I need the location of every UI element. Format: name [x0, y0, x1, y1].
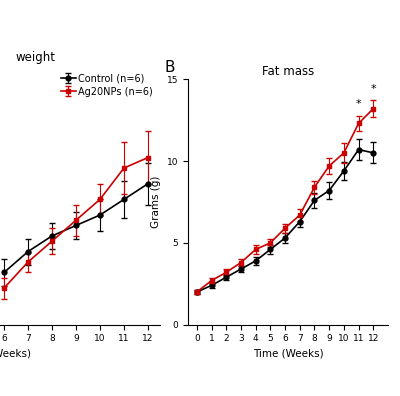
Y-axis label: Grams (g): Grams (g): [151, 176, 161, 228]
Text: *: *: [370, 84, 376, 94]
Text: B: B: [164, 59, 174, 74]
Legend: Control (n=6), Ag20NPs (n=6): Control (n=6), Ag20NPs (n=6): [59, 72, 155, 99]
Text: weight: weight: [16, 51, 56, 65]
X-axis label: Time (Weeks): Time (Weeks): [253, 349, 323, 359]
X-axis label: (Weeks): (Weeks): [0, 349, 31, 359]
Title: Fat mass: Fat mass: [262, 65, 314, 78]
Text: *: *: [356, 99, 362, 109]
